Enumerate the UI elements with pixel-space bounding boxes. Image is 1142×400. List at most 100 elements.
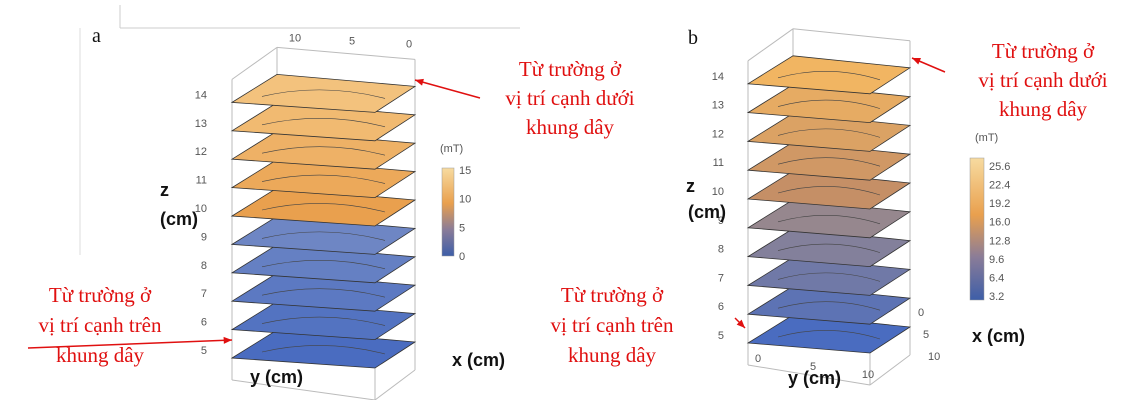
z-tick-label: 6: [718, 301, 724, 313]
contour: [777, 70, 881, 81]
top-tick-label: 5: [349, 35, 355, 47]
colorbar-tick-label: 5: [459, 222, 465, 234]
contour: [261, 89, 386, 99]
x-tick-label: 0: [918, 307, 924, 319]
z-tick-label: 10: [195, 203, 207, 215]
colorbar-tick-label: 19.2: [989, 198, 1010, 210]
top-tick-label: 10: [289, 32, 301, 44]
z-tick-label: 5: [201, 345, 207, 357]
z-tick-label: 11: [713, 157, 724, 169]
z-axis-unit: (cm): [688, 202, 726, 222]
z-tick-label: 12: [195, 146, 207, 158]
z-tick-label: 14: [712, 71, 724, 83]
field-slice: [230, 73, 417, 113]
z-tick-label: 13: [712, 100, 724, 112]
y-tick-label: 10: [862, 369, 874, 381]
contour: [261, 203, 386, 213]
colorbar: [969, 157, 985, 301]
contour: [777, 128, 881, 138]
panel-label: a: [92, 25, 101, 47]
colorbar-tick-label: 0: [459, 251, 465, 263]
z-tick-label: 7: [201, 288, 207, 300]
arrow-head: [912, 58, 921, 65]
box-edge: [276, 46, 416, 60]
contour: [261, 174, 386, 184]
box-edge: [747, 364, 871, 386]
box-edge: [374, 369, 416, 400]
contour: [777, 243, 881, 253]
arrow-head: [223, 336, 232, 344]
contour: [777, 157, 881, 167]
annotation-bottom: vị trí cạnh trên: [550, 313, 674, 337]
colorbar-tick-label: 15: [459, 165, 471, 177]
z-tick-label: 6: [201, 317, 207, 329]
y-axis-title: y (cm): [788, 368, 841, 388]
box-edge: [792, 28, 911, 42]
z-tick-label: 14: [195, 89, 207, 101]
x-tick-label: 10: [928, 351, 940, 363]
z-axis-title: z: [686, 176, 695, 196]
colorbar-title: (mT): [975, 132, 998, 144]
z-tick-label: 9: [201, 231, 207, 243]
contour: [261, 231, 386, 241]
colorbar: [441, 167, 455, 257]
annotation-top: vị trí cạnh dưới: [505, 86, 634, 110]
contour: [777, 99, 881, 109]
z-tick-label: 10: [712, 186, 724, 198]
contour: [777, 301, 881, 311]
annotation-bottom: Từ trường ở: [49, 283, 152, 307]
x-axis-title: x (cm): [972, 326, 1025, 346]
box-edge: [231, 46, 278, 80]
z-tick-label: 11: [196, 175, 207, 187]
colorbar-tick-label: 25.6: [989, 161, 1010, 173]
contour: [777, 330, 881, 340]
z-tick-label: 9: [718, 215, 724, 227]
contour: [261, 345, 386, 355]
contour: [777, 186, 881, 196]
colorbar-tick-label: 16.0: [989, 217, 1010, 229]
contour: [261, 118, 386, 128]
z-tick-label: 12: [712, 128, 724, 140]
arrow-head: [736, 319, 745, 328]
annotation-top: Từ trường ở: [519, 57, 622, 81]
annotation-bottom: vị trí cạnh trên: [38, 313, 162, 337]
box-edge: [747, 28, 794, 62]
z-tick-label: 5: [718, 330, 724, 342]
x-axis-title: x (cm): [452, 350, 505, 370]
field-slice: [746, 55, 912, 95]
z-tick-label: 8: [718, 244, 724, 256]
content: a 5 6 7 8 9 10 11 12 13 14 z (cm) y (cm) x (cm) 10 5 0 (mT…: [27, 25, 1108, 400]
arrow: [27, 339, 233, 349]
contour: [261, 316, 386, 326]
box-edge: [869, 354, 911, 386]
colorbar-tick-label: 3.2: [989, 291, 1004, 303]
colorbar-tick-label: 10: [459, 194, 471, 206]
z-axis-title: z: [160, 180, 169, 200]
z-axis-unit: (cm): [160, 209, 198, 229]
contour: [261, 146, 386, 156]
x-tick-label: 5: [923, 329, 929, 341]
panel-label: b: [688, 27, 698, 49]
annotation-top: khung dây: [526, 115, 615, 139]
colorbar-tick-label: 9.6: [989, 254, 1004, 266]
colorbar-tick-label: 12.8: [989, 235, 1010, 247]
annotation-bottom: khung dây: [568, 343, 657, 367]
annotation-top: khung dây: [999, 97, 1088, 121]
z-tick-label: 13: [195, 118, 207, 130]
z-tick-label: 7: [718, 272, 724, 284]
contour: [777, 272, 881, 282]
annotation-top: Từ trường ở: [992, 39, 1095, 63]
colorbar-title: (mT): [440, 143, 463, 155]
arrow-head: [415, 78, 424, 86]
colorbar-tick-label: 6.4: [989, 272, 1004, 284]
arrow: [414, 79, 481, 99]
annotation-bottom: Từ trường ở: [561, 283, 664, 307]
box-edge: [231, 379, 376, 400]
y-axis-title: y (cm): [250, 367, 303, 387]
z-tick-label: 8: [201, 260, 207, 272]
y-tick-label: 5: [810, 361, 816, 373]
colorbar-tick-label: 22.4: [989, 180, 1010, 192]
contour: [261, 260, 386, 270]
contour: [777, 214, 881, 225]
